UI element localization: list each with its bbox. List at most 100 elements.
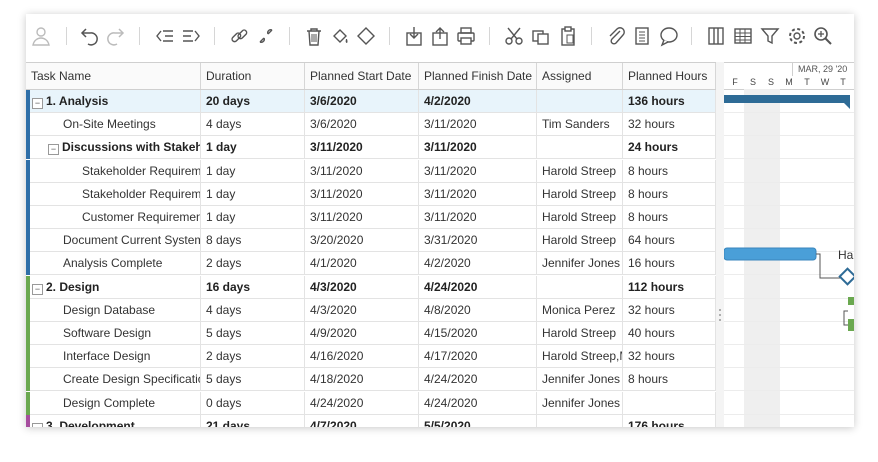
planned-start-cell[interactable]: 3/11/2020 — [305, 159, 419, 182]
planned-start-cell[interactable]: 3/6/2020 — [305, 90, 419, 112]
planned-finish-cell[interactable]: 4/2/2020 — [419, 90, 537, 112]
planned-hours-cell[interactable]: 8 hours — [623, 159, 716, 182]
assigned-cell[interactable]: Jennifer Jones — [537, 368, 623, 391]
task-bar-document-current-systems[interactable] — [724, 247, 817, 261]
planned-start-cell[interactable]: 3/6/2020 — [305, 113, 419, 136]
assigned-cell[interactable]: Harold Streep — [537, 229, 623, 252]
planned-start-cell[interactable]: 4/16/2020 — [305, 345, 419, 368]
planned-start-cell[interactable]: 4/18/2020 — [305, 368, 419, 391]
task-row[interactable]: Document Current Systems 8 days 3/20/2020 3… — [26, 229, 716, 253]
task-name-cell[interactable]: Design Database — [26, 298, 201, 321]
duration-cell[interactable]: 4 days — [201, 113, 305, 136]
assigned-cell[interactable]: Jennifer Jones — [537, 391, 623, 414]
summary-task-row[interactable]: −2. Design 16 days 4/3/2020 4/24/2020 112 ho… — [26, 275, 716, 299]
outdent-icon[interactable] — [150, 22, 178, 50]
task-name-cell[interactable]: Stakeholder Requirements — [26, 182, 201, 205]
task-name-cell[interactable]: −1. Analysis — [26, 90, 201, 112]
duration-cell[interactable]: 2 days — [201, 252, 305, 275]
collapse-toggle-icon[interactable]: − — [32, 283, 43, 295]
pane-splitter[interactable] — [716, 62, 724, 427]
settings-icon[interactable] — [783, 22, 811, 50]
assigned-cell[interactable]: Monica Perez — [537, 298, 623, 321]
task-row[interactable]: Design Database 4 days 4/3/2020 4/8/2020 Mon… — [26, 298, 716, 322]
column-header[interactable]: Duration — [201, 63, 305, 89]
fill-color-icon[interactable] — [326, 22, 354, 50]
assigned-cell[interactable]: Jennifer Jones — [537, 252, 623, 275]
summary-bar-analysis[interactable] — [724, 95, 850, 103]
planned-hours-cell[interactable]: 8 hours — [623, 206, 716, 228]
task-name-cell[interactable]: Stakeholder Requirements — [26, 159, 201, 182]
planned-finish-cell[interactable]: 3/11/2020 — [419, 159, 537, 182]
planned-finish-cell[interactable]: 3/31/2020 — [419, 229, 537, 252]
assigned-cell[interactable]: Harold Streep — [537, 206, 623, 228]
planned-start-cell[interactable]: 4/7/2020 — [305, 414, 419, 427]
planned-finish-cell[interactable]: 3/11/2020 — [419, 136, 537, 159]
user-icon[interactable] — [27, 22, 55, 50]
duration-cell[interactable]: 4 days — [201, 298, 305, 321]
assigned-cell[interactable]: Harold Streep — [537, 322, 623, 344]
paste-icon[interactable] — [554, 22, 582, 50]
indent-icon[interactable] — [177, 22, 205, 50]
planned-hours-cell[interactable] — [623, 391, 716, 414]
duration-cell[interactable]: 1 day — [201, 182, 305, 205]
grid-icon[interactable] — [729, 22, 757, 50]
assigned-cell[interactable] — [537, 90, 623, 112]
task-row[interactable]: Customer Requirements 1 day 3/11/2020 3/11/… — [26, 206, 716, 229]
planned-hours-cell[interactable]: 24 hours — [623, 136, 716, 159]
planned-finish-cell[interactable]: 3/11/2020 — [419, 206, 537, 228]
planned-hours-cell[interactable]: 32 hours — [623, 298, 716, 321]
planned-start-cell[interactable]: 3/11/2020 — [305, 136, 419, 159]
column-header[interactable]: Planned Start Date — [305, 63, 419, 89]
delete-icon[interactable] — [300, 22, 328, 50]
planned-hours-cell[interactable]: 40 hours — [623, 322, 716, 344]
column-header[interactable]: Task Name — [26, 63, 201, 89]
planned-start-cell[interactable]: 4/9/2020 — [305, 322, 419, 344]
planned-hours-cell[interactable]: 64 hours — [623, 229, 716, 252]
milestone-analysis-complete[interactable] — [838, 267, 854, 286]
duration-cell[interactable]: 8 days — [201, 229, 305, 252]
planned-finish-cell[interactable]: 3/11/2020 — [419, 182, 537, 205]
planned-finish-cell[interactable]: 5/5/2020 — [419, 414, 537, 427]
assigned-cell[interactable] — [537, 414, 623, 427]
planned-start-cell[interactable]: 4/3/2020 — [305, 298, 419, 321]
duration-cell[interactable]: 0 days — [201, 391, 305, 414]
planned-start-cell[interactable]: 4/3/2020 — [305, 275, 419, 298]
attachment-icon[interactable] — [602, 22, 630, 50]
planned-hours-cell[interactable]: 176 hours — [623, 414, 716, 427]
task-name-cell[interactable]: On-Site Meetings — [26, 113, 201, 136]
task-row[interactable]: Analysis Complete 2 days 4/1/2020 4/2/2020 J… — [26, 252, 716, 276]
columns-icon[interactable] — [702, 22, 730, 50]
duration-cell[interactable]: 16 days — [201, 275, 305, 298]
assigned-cell[interactable] — [537, 275, 623, 298]
planned-start-cell[interactable]: 3/20/2020 — [305, 229, 419, 252]
planned-finish-cell[interactable]: 4/8/2020 — [419, 298, 537, 321]
task-row[interactable]: Create Design Specifications5 days4/18/2… — [26, 368, 716, 392]
assigned-cell[interactable]: Harold Streep,Monica Perez — [537, 345, 623, 368]
duration-cell[interactable]: 1 day — [201, 206, 305, 228]
duration-cell[interactable]: 21 days — [201, 414, 305, 427]
assigned-cell[interactable]: Tim Sanders — [537, 113, 623, 136]
duration-cell[interactable]: 5 days — [201, 322, 305, 344]
summary-bar-design[interactable] — [848, 297, 854, 305]
eraser-icon[interactable] — [352, 22, 380, 50]
assigned-cell[interactable]: Harold Streep — [537, 182, 623, 205]
planned-start-cell[interactable]: 3/11/2020 — [305, 182, 419, 205]
task-name-cell[interactable]: Document Current Systems — [26, 229, 201, 252]
task-bar-design-database[interactable] — [848, 319, 854, 331]
collapse-toggle-icon[interactable]: − — [48, 144, 59, 156]
collapse-toggle-icon[interactable]: − — [32, 422, 43, 427]
duration-cell[interactable]: 1 day — [201, 159, 305, 182]
task-name-cell[interactable]: Interface Design — [26, 345, 201, 368]
planned-start-cell[interactable]: 4/24/2020 — [305, 391, 419, 414]
planned-hours-cell[interactable]: 112 hours — [623, 275, 716, 298]
task-row[interactable]: Design Complete 0 days 4/24/2020 4/24/2020 J… — [26, 391, 716, 415]
planned-hours-cell[interactable]: 32 hours — [623, 113, 716, 136]
planned-finish-cell[interactable]: 4/24/2020 — [419, 368, 537, 391]
planned-finish-cell[interactable]: 4/24/2020 — [419, 275, 537, 298]
task-name-cell[interactable]: −Discussions with Stakeholders — [26, 136, 201, 159]
task-name-cell[interactable]: −2. Design — [26, 275, 201, 298]
summary-task-row[interactable]: −1. Analysis 20 days 3/6/2020 4/2/2020 136 h… — [26, 90, 716, 113]
